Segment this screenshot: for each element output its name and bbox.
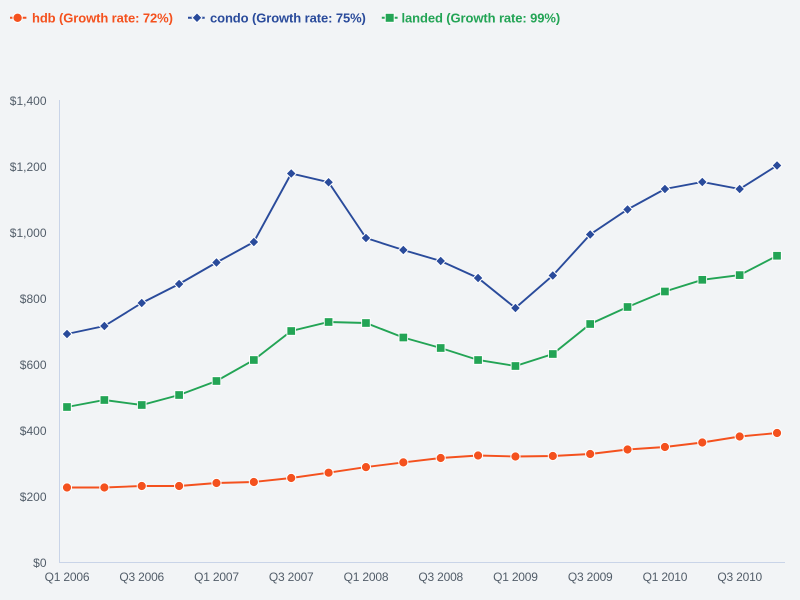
svg-text:Q3 2010: Q3 2010 bbox=[717, 570, 762, 584]
svg-text:Q3 2008: Q3 2008 bbox=[418, 570, 463, 584]
svg-text:$200: $200 bbox=[20, 490, 47, 504]
svg-text:$600: $600 bbox=[20, 358, 47, 372]
svg-text:$800: $800 bbox=[20, 292, 47, 306]
svg-text:Q1 2008: Q1 2008 bbox=[344, 570, 389, 584]
svg-text:Q1 2009: Q1 2009 bbox=[493, 570, 538, 584]
svg-text:Q3 2006: Q3 2006 bbox=[119, 570, 164, 584]
svg-text:landed (Growth rate: 99%): landed (Growth rate: 99%) bbox=[402, 11, 561, 26]
svg-text:$0: $0 bbox=[33, 556, 47, 570]
svg-text:Q1 2010: Q1 2010 bbox=[643, 570, 688, 584]
svg-text:hdb (Growth rate: 72%): hdb (Growth rate: 72%) bbox=[32, 11, 173, 26]
svg-text:Q1 2007: Q1 2007 bbox=[194, 570, 239, 584]
svg-text:$1,200: $1,200 bbox=[10, 160, 47, 174]
svg-text:$1,000: $1,000 bbox=[10, 226, 47, 240]
svg-text:condo (Growth rate: 75%): condo (Growth rate: 75%) bbox=[210, 11, 366, 26]
svg-text:Q3 2009: Q3 2009 bbox=[568, 570, 613, 584]
svg-text:$400: $400 bbox=[20, 424, 47, 438]
svg-text:$1,400: $1,400 bbox=[10, 94, 47, 108]
svg-text:Q1 2006: Q1 2006 bbox=[45, 570, 90, 584]
svg-text:Q3 2007: Q3 2007 bbox=[269, 570, 314, 584]
